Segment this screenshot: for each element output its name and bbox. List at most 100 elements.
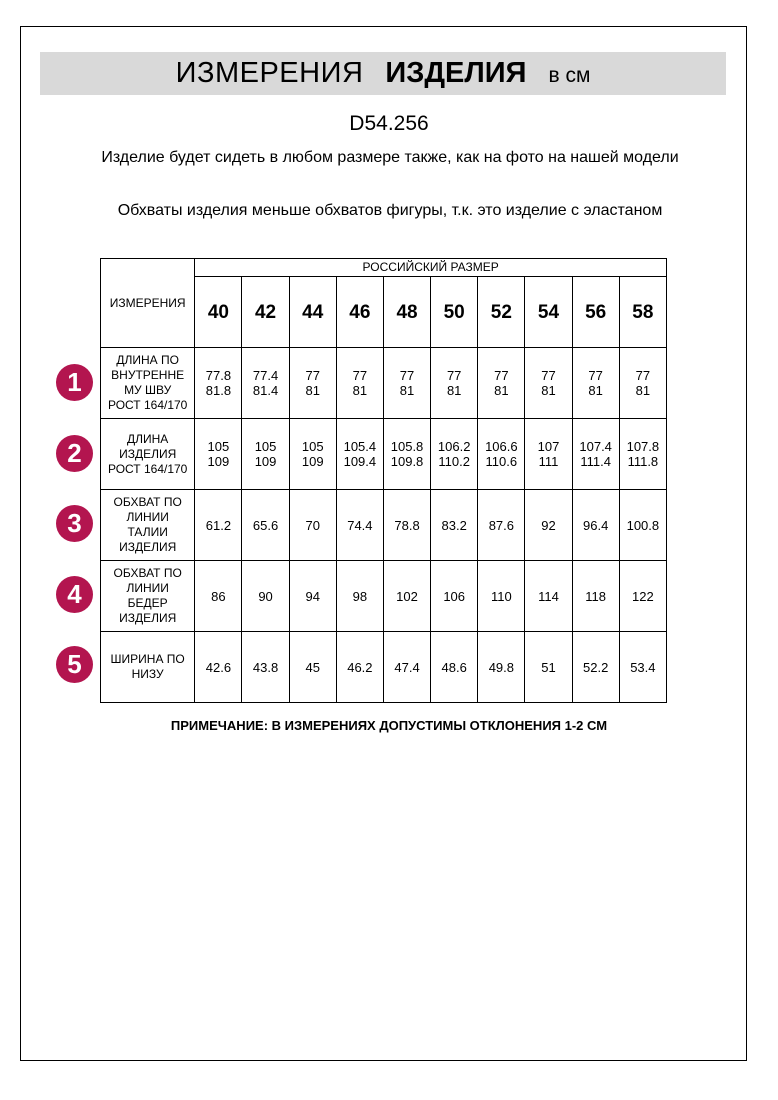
row-label-line: ОБХВАТ ПО: [113, 495, 182, 509]
value-cell: 83.2: [430, 489, 479, 561]
table-row: ДЛИНА ПО ВНУТРЕННЕ МУ ШВУ РОСТ 164/170 77.8 8…: [99, 347, 668, 419]
value-cell: 106: [430, 560, 479, 632]
row-label-line: МУ ШВУ: [124, 383, 172, 397]
size-header: 48: [382, 276, 432, 348]
value-cell: 42.6: [194, 631, 243, 703]
value-cell: 77 81: [524, 347, 573, 419]
value-cell: 52.2: [571, 631, 620, 703]
value: 81: [399, 383, 415, 398]
value-cell: 45: [288, 631, 337, 703]
article-code: D54.256: [349, 112, 429, 135]
value: 43.8: [252, 659, 279, 675]
value-cell: 77.8 81.8: [194, 347, 243, 419]
value: 105: [254, 439, 277, 454]
value: 78.8: [394, 517, 420, 533]
value-cell: 105 109: [288, 418, 337, 490]
value: 77: [541, 368, 556, 383]
row-label-line: ЛИНИИ: [126, 510, 169, 524]
value: 81: [588, 383, 603, 398]
value-cell: 53.4: [618, 631, 668, 703]
row-label-line: ШИРИНА ПО: [110, 652, 185, 666]
value: 77: [352, 368, 368, 383]
row-number-badge: 3: [56, 505, 93, 542]
value: 70: [305, 517, 320, 533]
value: 81.4: [252, 383, 279, 398]
value-cell: 107.4 111.4: [571, 418, 620, 490]
value: 106.6: [485, 439, 518, 454]
row-label-line: НИЗУ: [131, 667, 164, 681]
value: 81.8: [205, 383, 232, 398]
value: 109.4: [343, 454, 377, 469]
value-cell: 106.6 110.6: [477, 418, 526, 490]
value: 81: [541, 383, 556, 398]
value: 48.6: [441, 659, 467, 675]
value-cell: 114: [524, 560, 573, 632]
row-number-badge: 2: [56, 434, 93, 472]
row-label-line: ДЛИНА ПО: [116, 353, 179, 367]
value: 107.4: [579, 439, 612, 454]
row-label-line: РОСТ 164/170: [107, 461, 188, 476]
value: 45: [305, 659, 320, 675]
value-cell: 94: [288, 560, 337, 632]
value: 77: [588, 368, 603, 383]
value: 77: [305, 368, 320, 383]
value-cell: 77 81: [335, 347, 384, 419]
size-header: 44: [288, 276, 337, 348]
value-cell: 106.2 110.2: [430, 418, 479, 490]
value: 53.4: [630, 659, 656, 675]
value-cell: 86: [194, 560, 243, 632]
value: 51: [541, 659, 556, 675]
note-elastane: Обхваты изделия меньше обхватов фигуры, …: [117, 202, 663, 219]
value: 81: [305, 383, 320, 398]
note-fit: Изделие будет сидеть в любом размере так…: [101, 149, 679, 166]
value: 77: [399, 368, 415, 383]
row-number-badge: 5: [56, 646, 93, 683]
value: 74.4: [347, 517, 373, 533]
value-cell: 77 81: [571, 347, 620, 419]
size-header: 46: [335, 276, 384, 348]
title-regular: ИЗМЕРЕНИЯ: [175, 57, 364, 89]
row-label: ДЛИНА ПО ВНУТРЕННЕ МУ ШВУ РОСТ 164/170: [99, 347, 196, 419]
size-header: 42: [241, 276, 290, 348]
value: 105.4: [343, 439, 377, 454]
row-label-line: БЕДЕР: [127, 596, 168, 610]
value-cell: 77 81: [382, 347, 432, 419]
value: 105.8: [390, 439, 424, 454]
value: 47.4: [394, 659, 420, 675]
value-cell: 51: [524, 631, 573, 703]
value: 98: [352, 588, 368, 604]
row-label: ШИРИНА ПО НИЗУ: [99, 631, 196, 703]
value: 94: [305, 588, 320, 604]
row-label-line: ОБХВАТ ПО: [113, 566, 182, 580]
value: 65.6: [252, 517, 279, 533]
value-cell: 96.4: [571, 489, 620, 561]
value-cell: 107 111: [524, 418, 573, 490]
value: 49.8: [488, 659, 514, 675]
value: 83.2: [441, 517, 467, 533]
value: 106: [443, 588, 466, 604]
value-cell: 43.8: [241, 631, 290, 703]
value: 109: [254, 454, 277, 469]
value-cell: 78.8: [382, 489, 432, 561]
value: 118: [585, 588, 607, 604]
value-cell: 118: [571, 560, 620, 632]
table-row: ОБХВАТ ПО ЛИНИИ БЕДЕР ИЗДЕЛИЯ 86 90 94 98 102 106…: [99, 560, 668, 632]
value: 110.2: [438, 454, 470, 469]
value: 105: [207, 439, 230, 454]
value: 77.4: [252, 368, 279, 383]
row-label-line: ДЛИНА: [127, 431, 169, 446]
value: 52.2: [583, 659, 609, 675]
row-number-badge: 1: [56, 364, 93, 401]
value: 111: [538, 454, 559, 469]
value-cell: 98: [335, 560, 384, 632]
value: 109.8: [390, 454, 424, 469]
value: 77: [446, 368, 462, 383]
row-label: ДЛИНА ИЗДЕЛИЯ РОСТ 164/170: [99, 418, 196, 490]
value: 110.6: [485, 454, 518, 469]
value-cell: 87.6: [477, 489, 526, 561]
value-cell: 100.8: [618, 489, 668, 561]
value-cell: 122: [618, 560, 668, 632]
value: 77: [635, 368, 651, 383]
row-label-line: РОСТ 164/170: [107, 398, 188, 412]
value: 61.2: [205, 517, 232, 533]
